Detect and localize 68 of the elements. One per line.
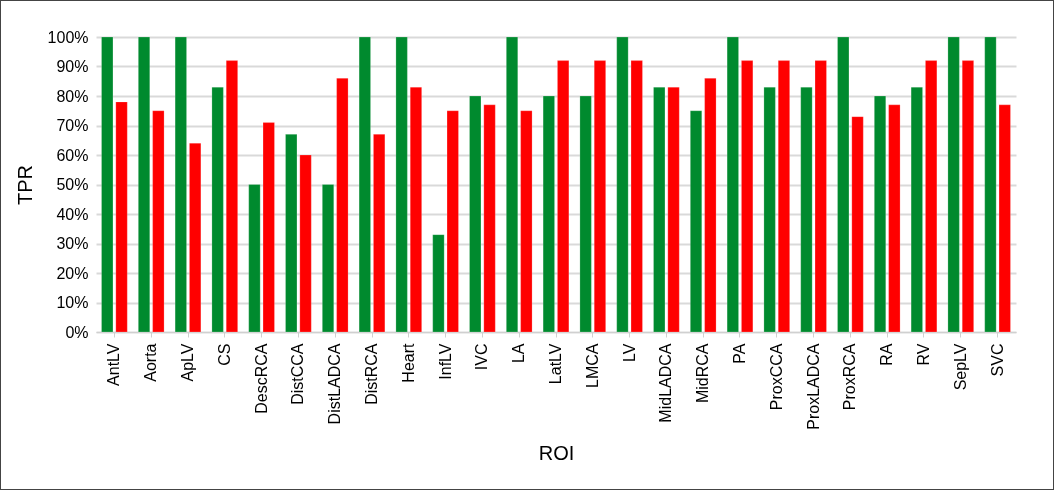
x-tick-label: ProxCCA [767,343,785,411]
bar [189,142,202,333]
bar [704,78,717,333]
bar [174,36,187,333]
y-tick-label: 70% [56,117,89,134]
bar [409,86,422,333]
bar [593,60,606,333]
x-tick-label: LV [620,343,638,362]
x-tick-label: DescRCA [252,343,270,414]
x-tick-label: Heart [399,342,417,383]
x-tick-label: ProxRCA [841,343,859,411]
x-tick-label: MidLADCA [657,343,675,423]
y-tick-label: 90% [56,58,89,75]
bar [211,86,224,333]
x-tick-label: LA [510,343,528,364]
x-tick-label: ApLV [179,343,196,382]
x-tick-label: DistCCA [289,343,307,405]
x-tick-label: RA [878,343,896,366]
bar [910,86,923,333]
bar [874,95,887,333]
x-tick-label: AntLV [105,343,123,386]
bar [358,36,371,333]
x-tick-label: DistLADCA [326,343,344,425]
x-tick-label: ProxLADCA [804,343,822,430]
bar [225,60,238,333]
y-tick-label: 60% [56,146,89,164]
x-tick-label: RV [915,343,932,366]
x-tick-label: LatLV [547,343,564,385]
y-axis-title: TPR [13,165,36,205]
bar [152,110,165,333]
bar [138,36,151,333]
x-tick-label: IVC [473,343,491,371]
bar [961,60,974,333]
bar [322,184,335,333]
bar [373,134,386,333]
bar [925,60,938,333]
bar [542,95,555,333]
bar [520,110,533,333]
bar [336,78,349,333]
y-tick-label: 10% [56,294,89,311]
bar [888,104,901,333]
y-tick-label: 0% [65,323,89,341]
bar [579,95,592,333]
x-tick-label: Aorta [142,343,160,382]
x-tick-label: SepLV [951,343,969,391]
y-tick-label: 30% [56,235,89,252]
y-tick-label: 100% [47,28,89,46]
bar [763,86,776,333]
bar [947,36,960,333]
y-tick-label: 40% [56,205,89,223]
x-tick-label: DistRCA [363,343,380,405]
x-tick-label: LMCA [583,343,601,388]
y-tick-label: 80% [56,87,89,105]
bar [741,60,754,333]
x-axis-title: ROI [538,441,575,464]
bar [395,36,408,333]
bar [506,36,519,333]
x-tick-label: SVC [988,343,1006,377]
bar [777,60,790,333]
bar [557,60,570,333]
x-tick-label: PA [731,343,748,364]
bar [726,36,739,333]
x-tick-label: MidRCA [694,343,712,404]
bar [690,110,703,333]
y-tick-label: 50% [56,176,89,193]
x-tick-label: InfLV [436,343,454,380]
y-tick-label: 20% [56,264,89,282]
x-tick-label: CS [215,343,233,366]
